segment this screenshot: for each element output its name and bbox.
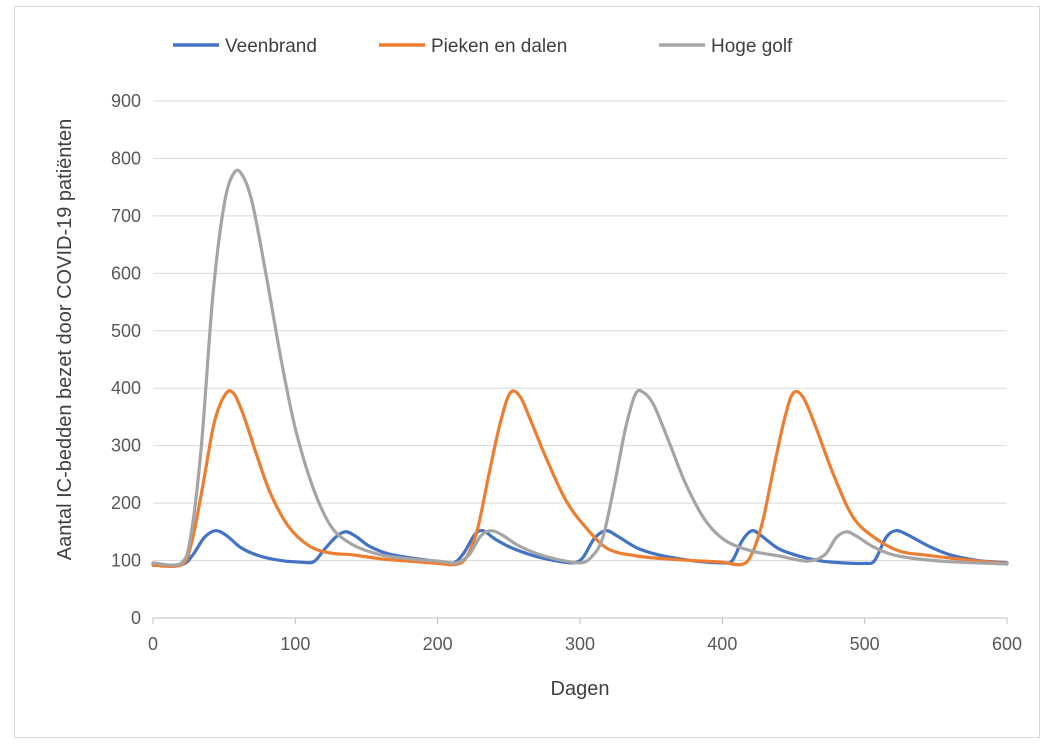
y-axis: 0 100 200 300 400 500 600 700 800 900 (111, 91, 141, 628)
x-tick-label: 100 (280, 634, 310, 654)
legend-label: Pieken en dalen (431, 36, 567, 57)
x-axis-title: Dagen (551, 678, 610, 700)
y-tick-label: 700 (111, 206, 141, 226)
x-tick-label: 400 (707, 634, 737, 654)
legend-label: Veenbrand (225, 36, 317, 57)
y-tick-label: 600 (111, 263, 141, 283)
y-tick-label: 800 (111, 148, 141, 168)
x-tick-label: 500 (850, 634, 880, 654)
legend: Veenbrand Pieken en dalen Hoge golf (173, 36, 793, 57)
legend-label: Hoge golf (711, 36, 793, 57)
y-tick-label: 900 (111, 91, 141, 111)
y-axis-title: Aantal IC-bedden bezet door COVID-19 pat… (54, 119, 76, 560)
y-tick-label: 200 (111, 493, 141, 513)
series-lines (151, 168, 1009, 568)
series-line (151, 168, 1009, 567)
x-axis: 0 100 200 300 400 500 600 (148, 618, 1022, 654)
y-tick-label: 400 (111, 378, 141, 398)
y-tick-label: 0 (131, 608, 141, 628)
x-tick-label: 0 (148, 634, 158, 654)
y-tick-label: 300 (111, 436, 141, 456)
y-tick-label: 500 (111, 321, 141, 341)
series-line (151, 389, 1009, 568)
x-tick-label: 200 (423, 634, 453, 654)
line-chart: 0 100 200 300 400 500 600 0 100 200 300 400 500 600 7… (54, 36, 1022, 700)
y-tick-label: 100 (111, 551, 141, 571)
x-tick-label: 600 (992, 634, 1022, 654)
x-tick-label: 300 (565, 634, 595, 654)
chart-frame: 0 100 200 300 400 500 600 0 100 200 300 400 500 600 7… (14, 6, 1040, 738)
